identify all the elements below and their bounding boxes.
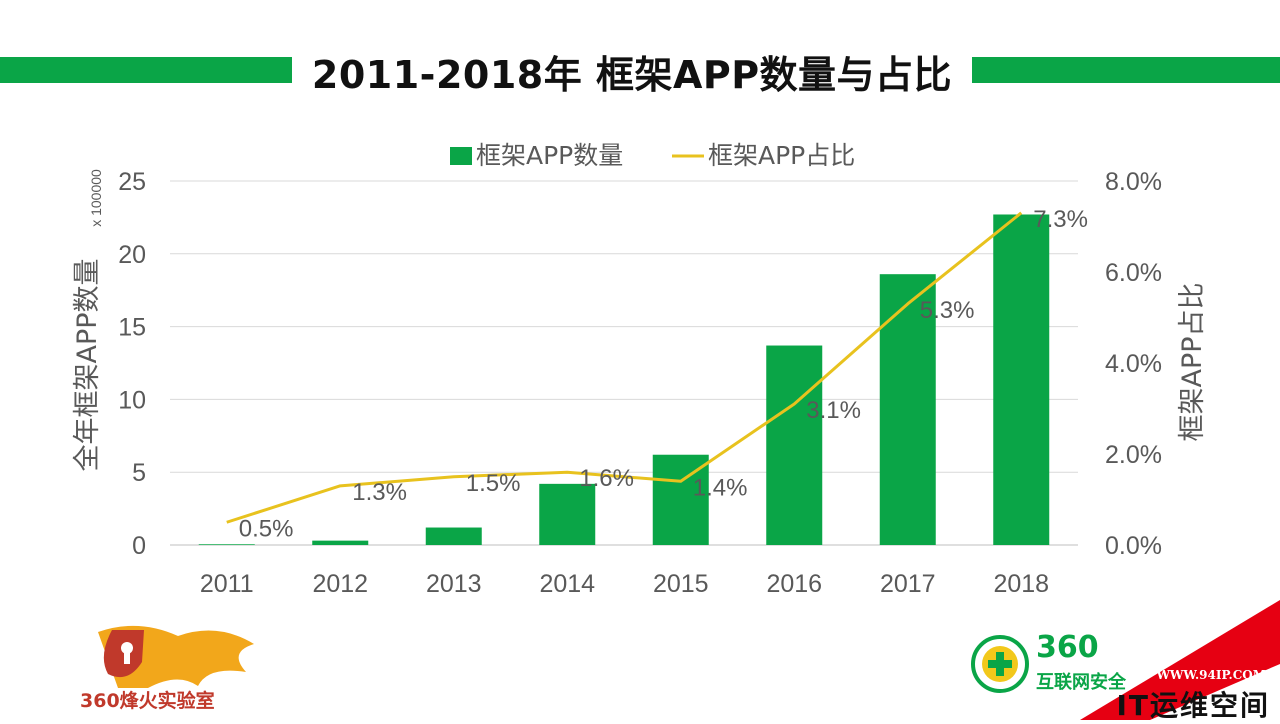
right-tick-labels: 0.0% 2.0% 4.0% 6.0% 8.0% [1105,168,1162,560]
bar [425,527,482,545]
left-tick-label: 10 [118,386,146,414]
left-tick-label: 15 [118,314,146,342]
data-label: 0.5% [239,515,294,542]
data-label: 7.3% [1033,206,1088,233]
watermark-brand: IT运维空间 [1116,689,1270,722]
legend: 框架APP数量 框架APP占比 [450,141,855,170]
x-tick-label: 2011 [200,570,254,598]
right-tick-label: 8.0% [1105,168,1162,196]
right-axis-title: 框架APP占比 [1177,282,1208,441]
right-tick-label: 4.0% [1105,350,1162,378]
title-band-left [0,57,292,83]
security-logo-number: 360 [1036,630,1099,665]
x-tick-labels: 2011 2012 2013 2014 2015 2016 2017 2018 [200,570,1049,598]
security-logo-icon [971,635,1029,693]
data-label: 1.4% [693,474,748,501]
data-label: 1.6% [579,465,634,492]
fire-lab-logo [98,625,254,688]
line-series [226,211,1023,524]
left-axis-unit: x 100000 [88,169,104,227]
x-tick-label: 2015 [653,570,709,598]
corner-watermark [1080,600,1280,720]
title-band-right [972,57,1280,83]
right-tick-label: 2.0% [1105,441,1162,469]
data-label: 1.3% [352,479,407,506]
data-label: 3.1% [806,397,861,424]
data-label: 1.5% [466,470,521,497]
slide-title: 2011-2018年 框架APP数量与占比 [311,53,953,97]
right-tick-label: 0.0% [1105,532,1162,560]
line-data-labels: 0.5% 1.3% 1.5% 1.6% 1.4% 3.1% 5.3% 7.3% [239,206,1088,542]
left-tick-label: 25 [118,168,146,196]
left-tick-label: 20 [118,241,146,269]
bar [312,540,369,545]
security-logo-text: 互联网安全 [1036,672,1126,693]
bar [766,345,823,545]
x-tick-label: 2013 [426,570,482,598]
fire-lab-text: 360烽火实验室 [80,690,215,712]
legend-line-label: 框架APP占比 [708,141,855,170]
right-tick-label: 6.0% [1105,259,1162,287]
legend-bar-label: 框架APP数量 [476,141,623,170]
bar [198,544,255,545]
x-tick-label: 2012 [312,570,368,598]
x-tick-label: 2017 [880,570,936,598]
bar-series [198,214,1050,545]
left-axis-title: 全年框架APP数量 [72,258,103,471]
legend-bar-swatch [450,147,472,165]
x-tick-label: 2018 [993,570,1049,598]
bar [539,483,596,545]
x-tick-label: 2016 [766,570,822,598]
x-tick-label: 2014 [539,570,595,598]
data-label: 5.3% [920,297,975,324]
watermark-url: WWW.94IP.COM [1156,668,1266,682]
bar [993,214,1050,545]
left-tick-labels: 0 5 10 15 20 25 [118,168,146,560]
left-tick-label: 0 [132,532,146,560]
left-tick-label: 5 [132,459,146,487]
